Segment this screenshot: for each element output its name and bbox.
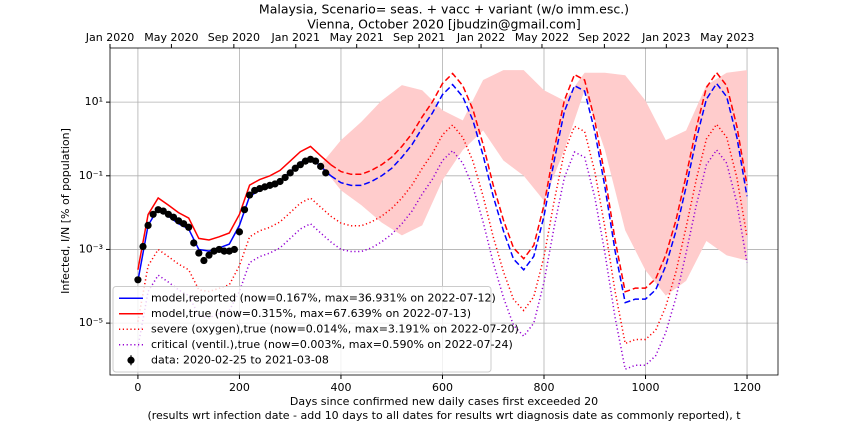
x-tick-label: 400 <box>330 381 351 394</box>
x2-tick-label: May 2020 <box>144 31 198 44</box>
uncertainty-band <box>320 70 747 296</box>
data-point <box>185 223 193 231</box>
legend-label: severe (oxygen),true (now=0.014%, max=3.… <box>151 322 519 335</box>
series-line <box>330 82 748 304</box>
data-point <box>296 161 304 169</box>
x2-tick-label: Sep 2021 <box>393 31 445 44</box>
chart-title: Vienna, October 2020 [jbudzin@gmail.com] <box>307 17 581 32</box>
data-point <box>281 173 289 182</box>
axes-frame <box>109 47 779 376</box>
data-point <box>134 276 142 284</box>
x-tick-label: 600 <box>432 381 453 394</box>
series-line <box>330 71 748 293</box>
x2-tick-label: Jan 2020 <box>85 31 134 44</box>
x-tick-label: 1000 <box>632 381 660 394</box>
x-tick-label: 1200 <box>733 381 761 394</box>
chart-title: Malaysia, Scenario= seas. + vacc + varia… <box>259 2 629 17</box>
data-point <box>220 247 228 255</box>
legend-marker <box>127 356 135 364</box>
data-point <box>169 213 178 221</box>
legend-label: model,reported (now=0.167%, max=36.931% … <box>151 291 496 304</box>
y-tick-label: 10¹ <box>85 95 103 108</box>
data-point <box>322 169 330 177</box>
data-point <box>235 228 244 236</box>
data-point <box>205 251 213 259</box>
data-point <box>286 169 294 177</box>
x2-tick-label: Sep 2020 <box>208 31 260 44</box>
data-point <box>230 245 238 254</box>
plot-area <box>110 48 778 375</box>
x-tick-label: 0 <box>134 381 141 394</box>
x2-tick-label: Jan 2023 <box>641 31 690 44</box>
legend-label: data: 2020-02-25 to 2021-03-08 <box>151 353 329 366</box>
data-point <box>139 242 147 251</box>
data-point <box>276 177 284 186</box>
data-point <box>317 162 325 170</box>
x2-tick-label: May 2022 <box>515 31 569 44</box>
x2-tick-label: May 2023 <box>700 31 754 44</box>
legend: model,reported (now=0.167%, max=36.931% … <box>112 286 519 373</box>
x2-tick-label: Sep 2022 <box>578 31 630 44</box>
y-tick-label: 10⁻³ <box>79 242 103 255</box>
series-line <box>137 145 332 270</box>
data-point <box>311 157 320 165</box>
data-point <box>149 210 157 218</box>
legend-label: critical (ventil.),true (now=0.003%, max… <box>151 338 513 351</box>
x2-tick-label: Jan 2021 <box>271 31 320 44</box>
x-axis-label: (results wrt infection date - add 10 day… <box>147 409 741 422</box>
data-point <box>200 256 208 265</box>
legend-box <box>112 286 492 373</box>
legend-label: model,true (now=0.315%, max=67.639% on 2… <box>151 307 471 320</box>
x-tick-label: 800 <box>533 381 554 394</box>
data-point <box>190 239 198 247</box>
x2-tick-label: May 2021 <box>330 31 384 44</box>
data-point <box>291 164 299 172</box>
x-axis-label: Days since confirmed new daily cases fir… <box>290 395 598 408</box>
y-tick-label: 10⁻⁵ <box>79 316 103 329</box>
series-line <box>137 123 748 345</box>
y-tick-label: 10⁻¹ <box>79 169 103 182</box>
data-point <box>245 191 254 199</box>
data-point <box>195 249 203 257</box>
data-point <box>240 206 249 214</box>
data-point <box>144 221 152 229</box>
x-tick-label: 200 <box>229 381 250 394</box>
y-axis-label: Infected, I/N [% of population] <box>59 128 72 294</box>
x2-tick-label: Jan 2022 <box>456 31 505 44</box>
data-point <box>180 220 188 228</box>
